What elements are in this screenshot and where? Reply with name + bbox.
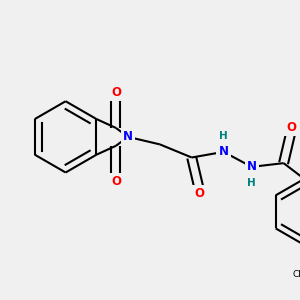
- Text: N: N: [247, 160, 257, 173]
- Text: O: O: [194, 187, 204, 200]
- Text: O: O: [111, 86, 121, 99]
- Text: N: N: [219, 146, 229, 158]
- Text: H: H: [247, 178, 256, 188]
- Text: N: N: [123, 130, 133, 143]
- Text: CH₃: CH₃: [292, 270, 300, 279]
- Text: O: O: [111, 175, 121, 188]
- Text: O: O: [286, 121, 296, 134]
- Text: H: H: [219, 131, 228, 141]
